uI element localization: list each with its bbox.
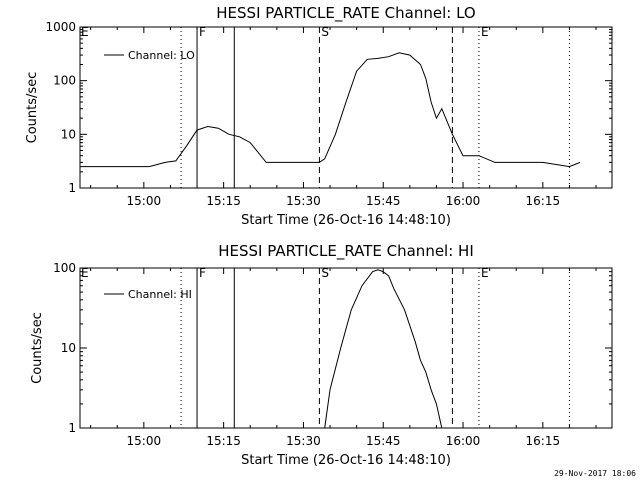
- lo-channel-panel: HESSI PARTICLE_RATE Channel: LO Start Tim…: [25, 4, 613, 228]
- lo-marker-label: E: [481, 25, 489, 39]
- hi-x-tick-label: 15:30: [286, 434, 321, 448]
- footer-timestamp: 29-Nov-2017 18:06: [554, 469, 636, 478]
- hi-y-tick-label: 100: [53, 261, 76, 275]
- hi-y-tick-label: 1: [68, 421, 76, 435]
- hi-marker-label: F: [199, 266, 206, 280]
- hi-x-tick-label: 16:00: [446, 434, 481, 448]
- lo-y-tick-label: 100: [53, 74, 76, 88]
- lo-y-tick-label: 1000: [45, 20, 76, 34]
- hi-x-tick-label: 15:45: [366, 434, 401, 448]
- lo-chart-title: HESSI PARTICLE_RATE Channel: LO: [216, 4, 475, 23]
- hi-x-axis-label: Start Time (26-Oct-16 14:48:10): [241, 453, 451, 468]
- hi-y-tick-label: 10: [61, 341, 76, 355]
- lo-marker-label: S: [321, 25, 329, 39]
- lo-legend-label: Channel: LO: [128, 49, 195, 62]
- lo-corner-label: E: [81, 25, 89, 39]
- hi-legend-label: Channel: HI: [128, 288, 192, 301]
- lo-x-tick-label: 16:15: [526, 194, 561, 208]
- hi-marker-label: S: [321, 266, 329, 280]
- lo-x-tick-label: 16:00: [446, 194, 481, 208]
- lo-y-tick-label: 1: [68, 181, 76, 195]
- lo-series-line: [80, 52, 581, 168]
- hi-x-tick-label: 16:15: [526, 434, 561, 448]
- hi-channel-panel: HESSI PARTICLE_RATE Channel: HI Start Tim…: [30, 242, 613, 468]
- lo-x-tick-label: 15:00: [127, 194, 162, 208]
- lo-x-tick-label: 15:45: [366, 194, 401, 208]
- hi-series-line: [324, 269, 443, 429]
- hi-corner-label: E: [81, 266, 89, 280]
- lo-x-tick-label: 15:15: [206, 194, 241, 208]
- hi-y-axis-label: Counts/sec: [30, 312, 45, 384]
- hi-x-tick-label: 15:00: [127, 434, 162, 448]
- hi-chart-title: HESSI PARTICLE_RATE Channel: HI: [218, 242, 474, 261]
- lo-y-tick-label: 10: [61, 127, 76, 141]
- lo-marker-label: F: [199, 25, 206, 39]
- lo-plot-frame: [79, 26, 613, 189]
- lo-y-axis-label: Counts/sec: [25, 72, 40, 144]
- lo-x-axis-label: Start Time (26-Oct-16 14:48:10): [241, 213, 451, 228]
- hi-x-tick-label: 15:15: [206, 434, 241, 448]
- lo-x-tick-label: 15:30: [286, 194, 321, 208]
- hi-marker-label: E: [481, 266, 489, 280]
